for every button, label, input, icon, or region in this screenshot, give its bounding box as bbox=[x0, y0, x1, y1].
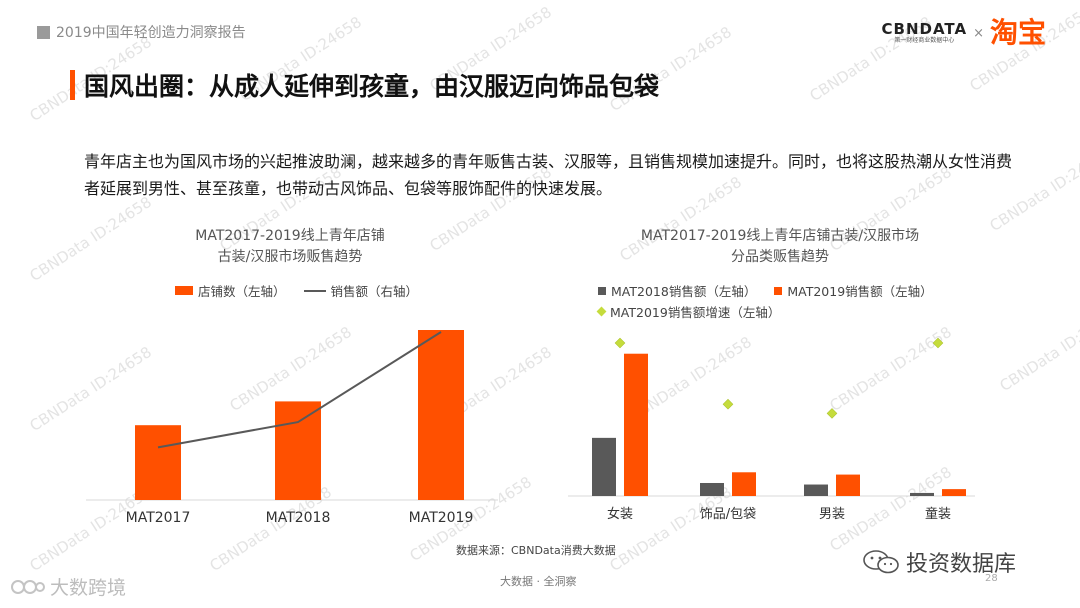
bottom-left-watermark-icon bbox=[11, 579, 45, 594]
left-chart-title: MAT2017-2019线上青年店铺 古装/汉服市场贩售趋势 bbox=[80, 226, 500, 268]
title-accent-bar bbox=[70, 70, 75, 100]
legend-swatch-line bbox=[303, 289, 326, 292]
legend-label-growth: MAT2019销售额增速（左轴） bbox=[610, 305, 781, 320]
brand-logos: CBNDATA 第一财经商业数据中心 × 淘宝 bbox=[882, 18, 1047, 48]
background-watermark-text: CBNData ID:24658 bbox=[996, 302, 1080, 396]
page-number: 28 bbox=[985, 573, 998, 584]
left-chart-title-line2: 古装/汉服市场贩售趋势 bbox=[217, 249, 363, 265]
page-title: 国风出圈：从成人延伸到孩童，由汉服迈向饰品包袋 bbox=[84, 72, 660, 101]
bar-2018-男装 bbox=[804, 484, 828, 496]
right-chart-title: MAT2017-2019线上青年店铺古装/汉服市场 分品类贩售趋势 bbox=[590, 226, 970, 268]
legend-swatch-diamond bbox=[596, 306, 607, 317]
x-tick-label: MAT2017 bbox=[126, 510, 191, 526]
legend-label-2019: MAT2019销售额（左轴） bbox=[787, 284, 933, 299]
legend-item-2018: MAT2018销售额（左轴） bbox=[598, 281, 756, 300]
legend-label-shops: 店铺数（左轴） bbox=[198, 284, 286, 299]
x-tick-label: 饰品/包袋 bbox=[700, 507, 756, 522]
legend-swatch-orange-bar bbox=[774, 286, 783, 295]
bar-2019-饰品/包袋 bbox=[732, 472, 756, 496]
bar-2019-男装 bbox=[836, 474, 860, 496]
bar-2018-女装 bbox=[592, 437, 616, 496]
bar-2019-童装 bbox=[942, 489, 966, 496]
x-tick-label: 男装 bbox=[819, 507, 845, 522]
report-tag-square bbox=[37, 25, 50, 39]
data-source-note: 数据来源：CBNData消费大数据 bbox=[456, 544, 616, 557]
bottom-left-watermark-text: 大数跨境 bbox=[50, 577, 127, 599]
report-tag-text: 2019中国年轻创造力洞察报告 bbox=[56, 25, 246, 41]
right-chart-title-line1: MAT2017-2019线上青年店铺古装/汉服市场 bbox=[640, 228, 920, 244]
brand-separator: × bbox=[973, 25, 984, 41]
bar-2019-女装 bbox=[624, 353, 648, 496]
x-tick-label: MAT2019 bbox=[409, 510, 474, 526]
taobao-logo: 淘宝 bbox=[989, 16, 1046, 49]
x-tick-label: 童装 bbox=[925, 506, 951, 522]
legend-item-growth: MAT2019销售额增速（左轴） bbox=[596, 302, 781, 321]
legend-swatch-orange-bar bbox=[175, 286, 193, 295]
legend-swatch-gray-bar bbox=[598, 286, 606, 295]
left-chart-svg: MAT2017 MAT2018 MAT2019 bbox=[86, 330, 498, 526]
footer-slogan: 大数据 · 全洞察 bbox=[500, 575, 577, 588]
legend-label-sales: 销售额（右轴） bbox=[330, 284, 419, 299]
growth-diamond-饰品/包袋 bbox=[722, 398, 734, 410]
x-tick-label: 女装 bbox=[607, 506, 633, 522]
x-tick-label: MAT2018 bbox=[266, 510, 331, 526]
bar-2018-童装 bbox=[910, 492, 934, 496]
bottom-right-watermark-text: 投资数据库 bbox=[906, 552, 1017, 577]
bar-shops-MAT2019 bbox=[418, 330, 464, 500]
bottom-right-watermark: 投资数据库 bbox=[862, 546, 1016, 578]
right-chart-legend-row2: MAT2019销售额增速（左轴） bbox=[596, 302, 798, 321]
right-chart-svg: 女装 饰品/包袋 男装 童装 bbox=[568, 337, 975, 522]
bottom-left-watermark: 大数跨境 bbox=[10, 573, 126, 600]
bar-shops-MAT2017 bbox=[135, 425, 181, 500]
cbndata-logo-name: CBNDATA bbox=[881, 20, 968, 38]
growth-diamond-男装 bbox=[826, 408, 838, 419]
right-chart-legend-row1: MAT2018销售额（左轴） MAT2019销售额（左轴） bbox=[598, 281, 951, 300]
cbndata-logo: CBNDATA 第一财经商业数据中心 bbox=[882, 21, 968, 45]
wechat-icon bbox=[863, 550, 899, 574]
cbndata-logo-subtitle: 第一财经商业数据中心 bbox=[894, 37, 955, 44]
legend-item-2019: MAT2019销售额（左轴） bbox=[774, 281, 933, 300]
bar-2018-饰品/包袋 bbox=[700, 482, 724, 496]
left-chart-legend: 店铺数（左轴） 销售额（右轴） bbox=[175, 281, 436, 300]
bar-shops-MAT2018 bbox=[275, 401, 321, 500]
left-chart-title-line1: MAT2017-2019线上青年店铺 bbox=[195, 228, 385, 244]
description-paragraph: 青年店主也为国风市场的兴起推波助澜，越来越多的青年贩售古装、汉服等，且销售规模加… bbox=[84, 152, 1013, 198]
line-sales bbox=[157, 331, 442, 449]
legend-label-2018: MAT2018销售额（左轴） bbox=[611, 284, 757, 299]
report-tag: 2019中国年轻创造力洞察报告 bbox=[37, 22, 246, 42]
legend-item-sales: 销售额（右轴） bbox=[303, 281, 419, 300]
legend-item-shops: 店铺数（左轴） bbox=[175, 281, 286, 300]
growth-diamond-童装 bbox=[932, 337, 944, 349]
right-chart-title-line2: 分品类贩售趋势 bbox=[731, 249, 829, 265]
growth-diamond-女装 bbox=[614, 337, 626, 349]
